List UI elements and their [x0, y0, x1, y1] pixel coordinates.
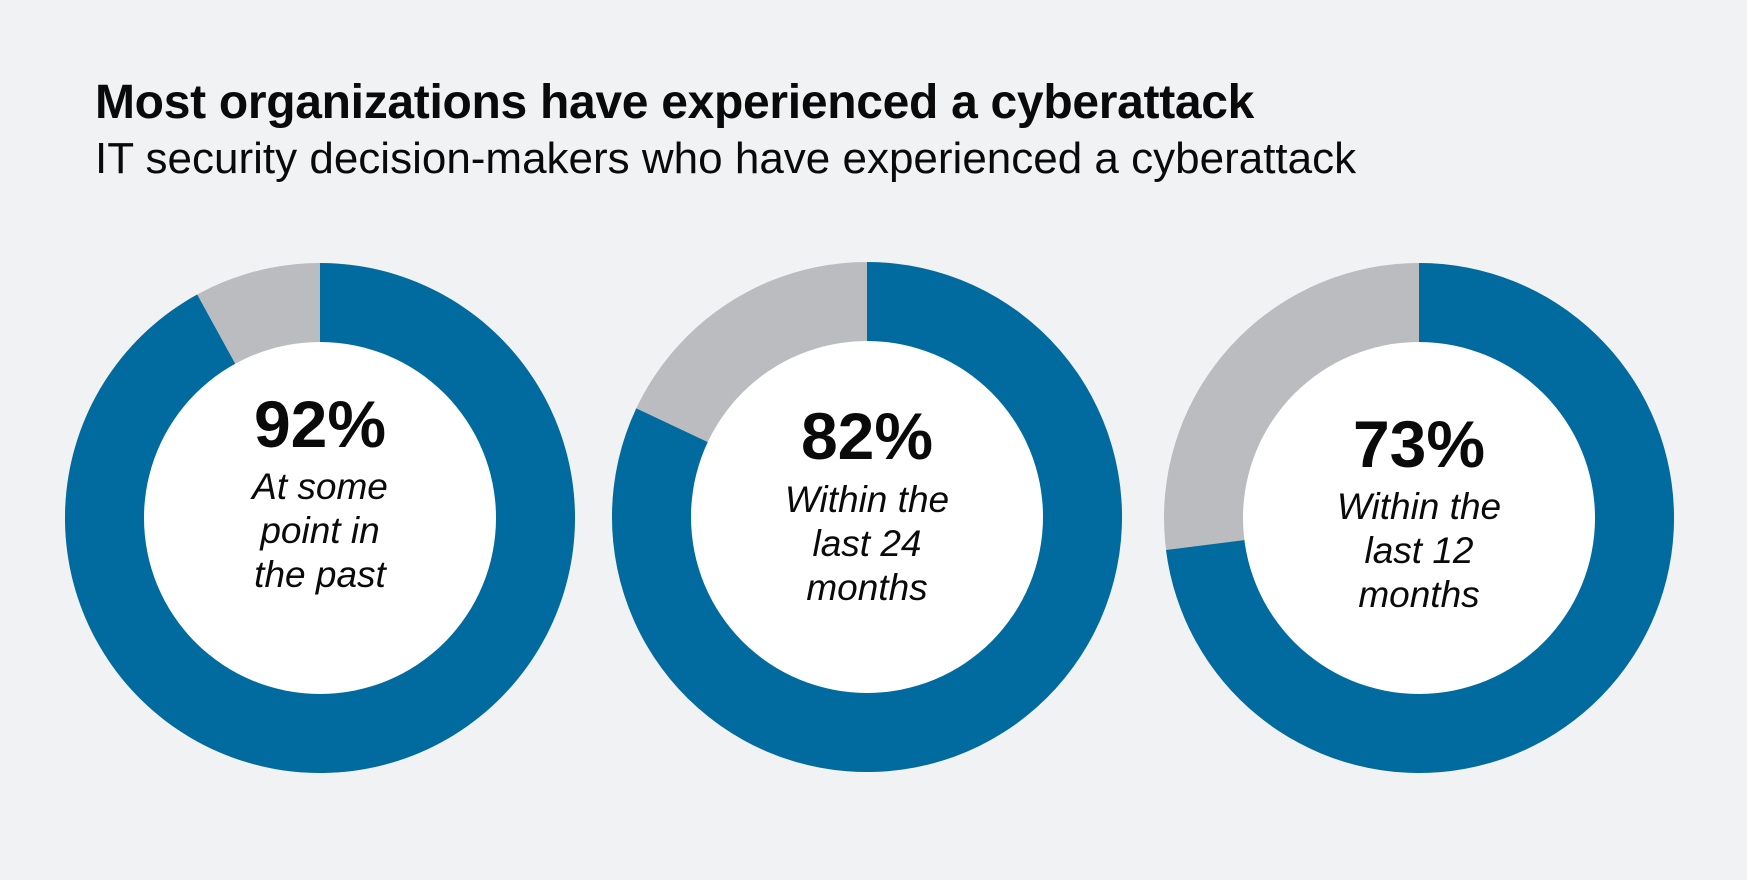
donut-value-label: 92% [254, 387, 386, 461]
donut-category-label-line: Within the [785, 479, 949, 520]
donut-value-label: 73% [1353, 407, 1485, 481]
chart-title: Most organizations have experienced a cy… [95, 76, 1255, 129]
donut-center [1243, 342, 1595, 694]
donut-center [691, 341, 1043, 693]
donut-category-label-line: point in [259, 510, 379, 551]
donut-center [144, 342, 496, 694]
donut-category-label-line: months [806, 567, 927, 608]
donut-category-label-line: the past [254, 554, 387, 595]
donut-chart-24-months: 82% Within the last 24 months [612, 262, 1123, 772]
donut-chart-past: 92% At some point in the past [64, 263, 575, 773]
donut-category-label-line: months [1358, 574, 1479, 615]
donut-chart-12-months: 73% Within the last 12 months [1164, 263, 1674, 773]
donut-value-label: 82% [801, 399, 933, 473]
donut-category-label-line: Within the [1337, 486, 1501, 527]
chart-subtitle: IT security decision-makers who have exp… [95, 134, 1357, 183]
donut-category-label-line: last 24 [812, 523, 921, 564]
donut-category-label-line: last 12 [1364, 530, 1473, 571]
donut-category-label-line: At some [250, 466, 388, 507]
